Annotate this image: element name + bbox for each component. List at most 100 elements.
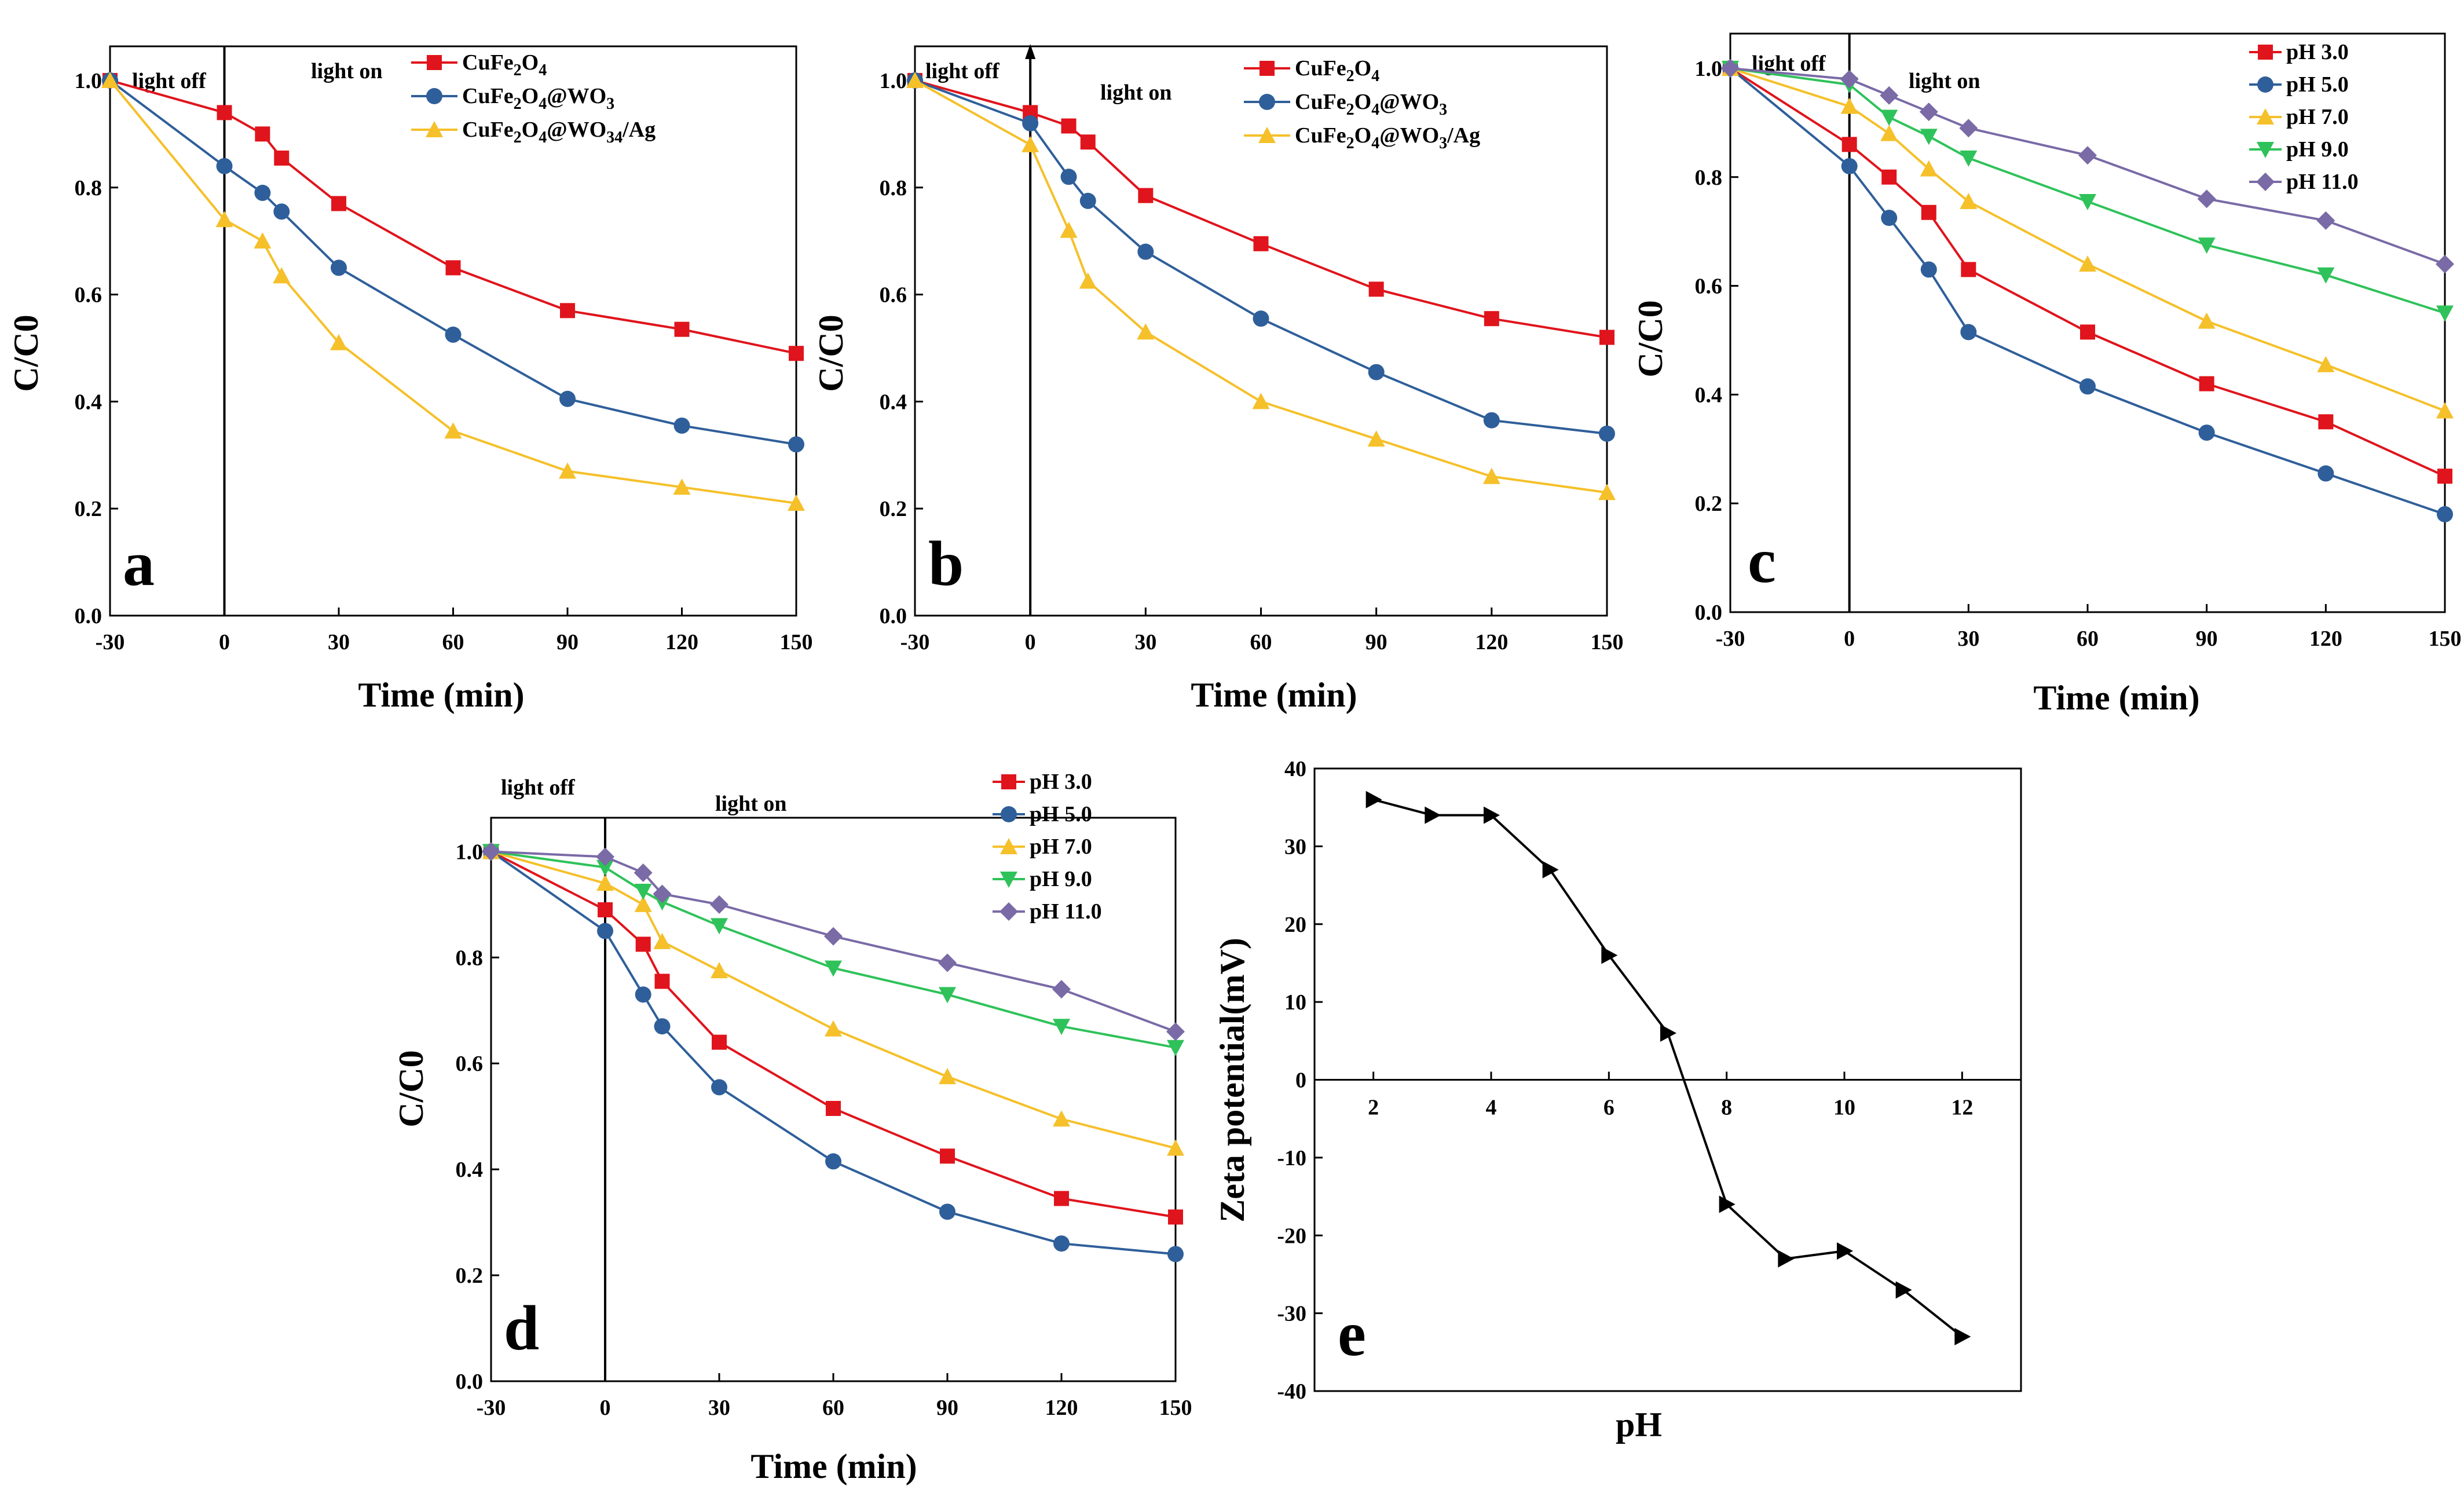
data-point-marker — [1053, 1110, 1070, 1127]
data-point-marker — [2437, 506, 2453, 522]
y-tick-label: -20 — [1277, 1224, 1306, 1248]
y-tick-label: 0.8 — [75, 176, 102, 200]
legend-marker — [1258, 127, 1276, 143]
y-tick-label: 10 — [1284, 990, 1306, 1015]
data-point-marker — [1719, 1195, 1736, 1213]
legend-text-part: O — [522, 50, 539, 75]
legend-marker — [999, 902, 1018, 921]
data-point-marker — [1060, 169, 1077, 185]
data-point-marker — [674, 321, 690, 337]
legend-marker — [1000, 838, 1017, 854]
y-tick-label: -10 — [1277, 1146, 1306, 1170]
legend-text-part: @WO — [1379, 90, 1439, 114]
data-point-marker — [2199, 376, 2214, 391]
data-point-marker — [654, 1018, 671, 1035]
y-tick-label: 0.4 — [880, 390, 907, 414]
legend: pH 3.0 pH 5.0 pH 7.0 pH 9.0 pH 11.0 — [2249, 40, 2359, 194]
data-point-marker — [1954, 1327, 1971, 1345]
x-tick-label: 60 — [2077, 627, 2099, 651]
data-point-marker — [939, 987, 956, 1004]
data-point-marker — [906, 71, 924, 88]
light-off-label: light off — [501, 775, 576, 800]
legend-subscript: 4 — [539, 61, 547, 79]
data-point-marker — [2198, 237, 2216, 254]
data-point-marker — [1022, 115, 1039, 131]
x-axis-title: Time (min) — [358, 676, 524, 714]
x-tick-label: 8 — [1721, 1096, 1732, 1120]
x-axis-title: Time (min) — [1191, 676, 1357, 714]
y-tick-label: 0.8 — [880, 176, 907, 200]
x-tick-label: 0 — [219, 630, 230, 654]
legend-text-part: CuFe — [462, 84, 514, 108]
data-point-marker — [255, 126, 270, 142]
data-point-marker — [2436, 255, 2454, 274]
legend-marker — [1000, 872, 1017, 888]
legend-text-part: O — [1354, 123, 1372, 148]
data-point-marker — [712, 1034, 727, 1050]
y-tick-label: 0 — [1295, 1068, 1306, 1093]
data-point-marker — [2079, 378, 2096, 395]
x-tick-label: 150 — [1591, 630, 1624, 654]
data-point-marker — [1253, 236, 1269, 251]
legend-label: pH 11.0 — [2286, 170, 2359, 194]
x-tick-label: 0 — [1025, 630, 1036, 654]
legend-marker — [426, 88, 442, 104]
y-tick-label: -30 — [1277, 1302, 1306, 1326]
panel-letter-b: b — [928, 528, 964, 599]
data-point-marker — [824, 927, 843, 946]
data-point-marker — [274, 150, 290, 166]
legend-subscript: 2 — [1346, 134, 1354, 152]
data-point-marker — [1599, 330, 1614, 345]
data-point-marker — [1880, 109, 1898, 126]
data-point-marker — [789, 346, 804, 361]
data-point-marker — [445, 326, 462, 343]
legend-label: pH 5.0 — [1030, 802, 1092, 826]
legend-label: pH 5.0 — [2286, 72, 2349, 97]
data-point-marker — [1053, 1019, 1070, 1035]
x-axis-title: pH — [1616, 1406, 1662, 1444]
data-point-marker — [559, 390, 576, 407]
data-point-marker — [596, 847, 614, 866]
data-point-marker — [216, 158, 233, 174]
x-tick-label: 60 — [1250, 630, 1272, 654]
legend-text-part: @WO — [1379, 123, 1439, 148]
light-on-label: light on — [311, 59, 383, 83]
x-tick-label: 10 — [1833, 1096, 1855, 1120]
panel-letter-e: e — [1338, 1298, 1366, 1369]
x-tick-label: 90 — [2196, 627, 2218, 651]
data-point-marker — [1598, 484, 1616, 500]
panel-letter-c: c — [1748, 525, 1776, 596]
data-point-marker — [1921, 204, 1936, 220]
data-point-marker — [1840, 69, 1859, 89]
x-tick-label: 90 — [556, 630, 579, 654]
data-point-marker — [1137, 323, 1155, 340]
legend-marker — [2256, 173, 2275, 191]
legend-subscript: 2 — [514, 129, 522, 147]
x-tick-label: 150 — [2429, 627, 2462, 651]
y-tick-label: 20 — [1284, 913, 1306, 937]
legend-text-part: CuFe — [1295, 90, 1346, 114]
light-on-label: light on — [1100, 80, 1172, 105]
x-tick-label: 150 — [780, 630, 813, 654]
y-tick-label: 0.2 — [1695, 492, 1723, 516]
x-tick-label: 30 — [328, 630, 350, 654]
x-axis-title: Time (min) — [750, 1447, 917, 1485]
data-point-marker — [1079, 272, 1097, 289]
data-point-marker — [788, 436, 804, 453]
y-axis-title: C/C0 — [1631, 300, 1669, 377]
data-point-marker — [2197, 189, 2216, 208]
legend-marker — [1260, 61, 1275, 76]
data-point-marker — [1252, 393, 1270, 409]
legend-label: CuFe2O4 — [462, 50, 547, 79]
y-tick-label: 0.6 — [880, 283, 907, 308]
data-point-marker — [1920, 160, 1938, 177]
legend-marker — [427, 55, 442, 70]
divider-arrow-icon — [1025, 44, 1036, 59]
y-tick-label: 0.2 — [880, 497, 907, 521]
data-point-marker — [634, 863, 653, 882]
data-point-marker — [2079, 255, 2096, 272]
data-point-marker — [1168, 1209, 1183, 1225]
x-tick-label: 90 — [936, 1396, 958, 1420]
legend-label: CuFe2O4@WO3/Ag — [1295, 123, 1480, 152]
x-tick-label: 2 — [1368, 1096, 1379, 1120]
